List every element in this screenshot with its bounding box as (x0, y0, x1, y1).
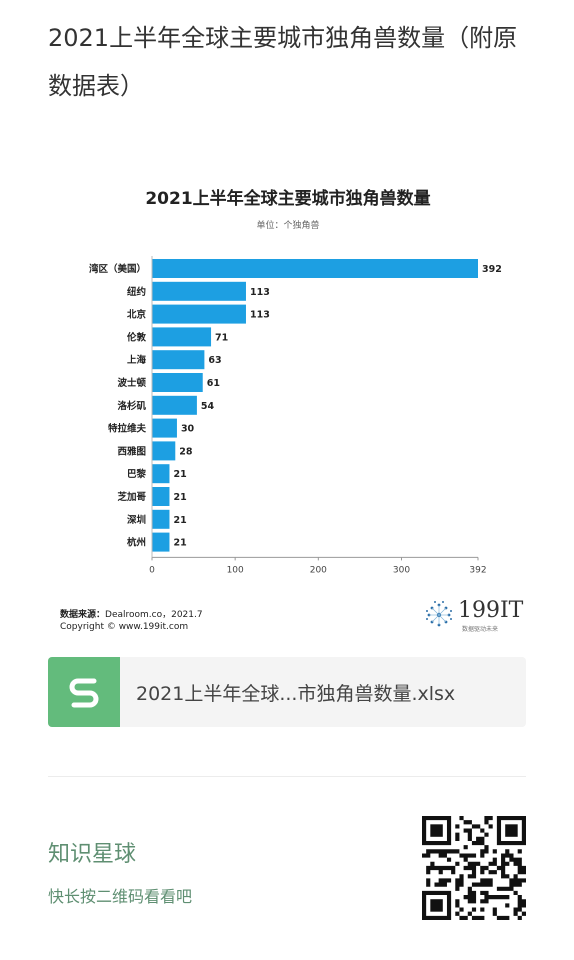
category-label: 北京 (127, 309, 147, 321)
bar (152, 464, 170, 484)
data-label: 21 (173, 538, 186, 549)
data-label: 71 (215, 332, 228, 343)
spreadsheet-s-icon (48, 657, 120, 727)
data-label: 21 (173, 469, 186, 480)
data-label: 21 (173, 515, 186, 526)
section-divider (48, 776, 526, 777)
x-tick-label: 0 (149, 565, 155, 575)
promo-title: 知识星球 (48, 842, 137, 867)
data-label: 113 (250, 310, 270, 321)
chart-copyright: Copyright © www.199it.com (60, 622, 189, 632)
bar-chart: 湾区（美国） 392 纽约 113 北京 113 伦敦 71 上海 63 波士顿 61 洛杉矶 54 特拉维… (89, 256, 502, 575)
bar (152, 395, 197, 415)
promo-subtitle: 快长按二维码看看吧 (48, 887, 193, 906)
data-label: 54 (201, 401, 215, 412)
chart-subtitle: 单位：个独角兽 (256, 221, 320, 231)
data-label: 21 (173, 492, 186, 503)
category-label: 湾区（美国） (89, 263, 146, 275)
category-label: 洛杉矶 (117, 400, 146, 412)
data-label: 113 (250, 287, 270, 298)
source-text: Dealroom.co，2021.7 (105, 610, 203, 620)
data-label: 61 (207, 378, 220, 389)
bar (152, 509, 170, 529)
data-label: 392 (482, 264, 502, 275)
dandelion-icon (426, 601, 452, 627)
category-label: 巴黎 (127, 468, 147, 480)
bar (152, 418, 177, 438)
data-label: 28 (179, 446, 193, 457)
bar (152, 304, 246, 324)
data-label: 63 (208, 355, 221, 366)
category-label: 波士顿 (117, 377, 146, 389)
x-tick-label: 392 (469, 565, 486, 575)
x-tick-label: 200 (310, 565, 327, 575)
article-title: 2021上半年全球主要城市独角兽数量（附原数据表） (48, 24, 518, 100)
logo-text: 199IT (458, 598, 524, 623)
chart-title: 2021上半年全球主要城市独角兽数量 (145, 189, 431, 209)
x-tick-label: 300 (393, 565, 410, 575)
bar (152, 259, 478, 278)
qr-code-icon[interactable] (422, 816, 526, 920)
attachment-file-name: 2021上半年全球...市独角兽数量.xlsx (136, 683, 456, 705)
category-label: 特拉维夫 (108, 423, 147, 435)
category-label: 西雅图 (117, 445, 146, 457)
x-tick-label: 100 (227, 565, 244, 575)
chart-source: 数据来源：Dealroom.co，2021.7 (60, 607, 203, 620)
category-label: 杭州 (127, 537, 146, 549)
category-label: 芝加哥 (117, 491, 146, 503)
logo-tagline: 数据驱动未来 (462, 626, 499, 633)
bar (152, 350, 205, 370)
category-label: 上海 (127, 354, 147, 366)
category-label: 伦敦 (127, 331, 147, 343)
bar (152, 487, 170, 506)
bar (152, 441, 176, 461)
source-label: 数据来源： (60, 610, 106, 620)
data-label: 30 (181, 424, 195, 435)
chart-image[interactable]: 2021上半年全球主要城市独角兽数量 单位：个独角兽 湾区（美国） 392 纽约 11… (48, 170, 528, 645)
category-label: 深圳 (127, 514, 146, 526)
bar (152, 373, 203, 392)
bar (152, 281, 246, 301)
attachment-card[interactable]: 2021上半年全球...市独角兽数量.xlsx (48, 657, 526, 727)
199it-logo: 199IT 数据驱动未来 (422, 598, 528, 634)
bar (152, 327, 212, 347)
bar (152, 532, 170, 552)
category-label: 纽约 (127, 286, 146, 298)
